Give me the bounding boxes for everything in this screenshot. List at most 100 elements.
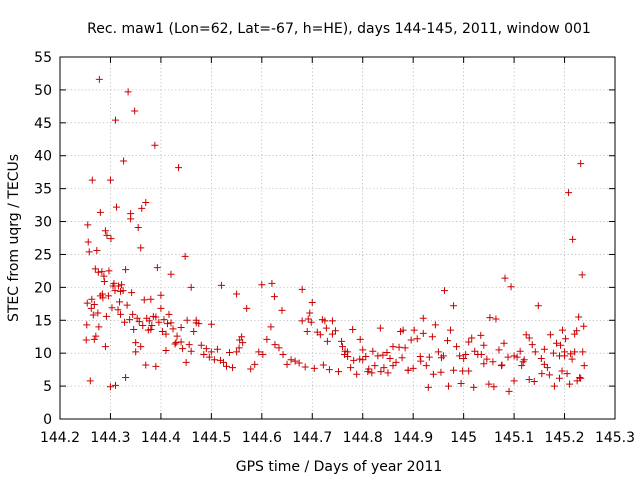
data-point bbox=[135, 318, 143, 326]
data-point bbox=[283, 360, 291, 368]
data-point bbox=[291, 357, 299, 365]
data-point bbox=[122, 374, 130, 382]
data-point bbox=[505, 387, 513, 395]
y-tick-label: 5 bbox=[43, 379, 52, 395]
data-point bbox=[486, 314, 494, 322]
data-point bbox=[279, 350, 287, 358]
data-point bbox=[177, 324, 185, 332]
data-point bbox=[428, 333, 436, 341]
axis-ticks bbox=[59, 56, 616, 420]
data-point bbox=[173, 332, 181, 340]
data-point bbox=[359, 356, 367, 364]
data-point bbox=[298, 285, 306, 293]
data-point bbox=[577, 160, 585, 168]
x-tick-label: 145 bbox=[450, 430, 477, 446]
data-point bbox=[162, 330, 170, 338]
data-point bbox=[566, 380, 574, 388]
data-point bbox=[364, 368, 372, 376]
data-point bbox=[492, 315, 500, 323]
data-point bbox=[419, 314, 427, 322]
data-point bbox=[132, 348, 140, 356]
data-point bbox=[210, 356, 218, 364]
data-point bbox=[113, 203, 121, 211]
data-point bbox=[362, 352, 370, 360]
data-point bbox=[353, 370, 361, 378]
data-point bbox=[543, 364, 551, 372]
data-point bbox=[579, 348, 587, 356]
data-point bbox=[238, 333, 246, 341]
data-point bbox=[307, 318, 315, 326]
data-points bbox=[82, 75, 588, 395]
data-point bbox=[233, 348, 241, 356]
data-point bbox=[380, 364, 388, 372]
data-point bbox=[83, 299, 91, 307]
data-point bbox=[157, 304, 165, 312]
data-point bbox=[111, 287, 119, 295]
data-point bbox=[550, 382, 558, 390]
data-point bbox=[287, 356, 295, 364]
x-tick-label: 144.8 bbox=[343, 430, 383, 446]
data-point bbox=[417, 357, 425, 365]
data-point bbox=[398, 354, 406, 362]
data-point bbox=[437, 368, 445, 376]
data-point bbox=[450, 366, 458, 374]
data-point bbox=[200, 350, 208, 358]
data-point bbox=[407, 336, 415, 344]
data-point bbox=[424, 383, 432, 391]
data-point bbox=[534, 302, 542, 310]
data-point bbox=[571, 348, 579, 356]
data-point bbox=[278, 306, 286, 314]
data-point bbox=[559, 326, 567, 334]
y-tick-label: 50 bbox=[34, 83, 52, 99]
data-point bbox=[92, 332, 100, 340]
data-point bbox=[112, 116, 119, 124]
data-point bbox=[389, 343, 397, 351]
data-point bbox=[401, 344, 409, 352]
grid bbox=[60, 57, 615, 419]
data-point bbox=[123, 301, 131, 309]
data-point bbox=[103, 231, 111, 239]
data-point bbox=[117, 310, 125, 318]
data-point bbox=[304, 315, 312, 323]
data-point bbox=[465, 338, 473, 346]
data-point bbox=[197, 341, 205, 349]
y-tick-label: 0 bbox=[43, 412, 52, 428]
x-tick-label: 144.2 bbox=[40, 430, 80, 446]
x-tick-label: 144.3 bbox=[90, 430, 130, 446]
data-point bbox=[114, 306, 122, 314]
data-point bbox=[83, 321, 91, 329]
data-point bbox=[422, 362, 430, 370]
data-point bbox=[522, 331, 530, 339]
data-point bbox=[120, 157, 128, 165]
data-point bbox=[115, 282, 123, 290]
data-point bbox=[538, 370, 546, 378]
data-point bbox=[95, 75, 103, 83]
data-point bbox=[565, 189, 573, 197]
data-point bbox=[229, 364, 237, 372]
data-point bbox=[157, 291, 165, 299]
data-point bbox=[94, 268, 102, 276]
data-point bbox=[410, 326, 418, 334]
data-point bbox=[500, 339, 508, 347]
data-point bbox=[316, 331, 324, 339]
data-point bbox=[323, 337, 331, 345]
data-point bbox=[416, 352, 424, 360]
plot-frame bbox=[59, 56, 616, 420]
data-point bbox=[404, 366, 412, 374]
data-point bbox=[513, 353, 521, 361]
data-point bbox=[89, 311, 97, 319]
data-point bbox=[91, 265, 99, 273]
x-tick-labels: 144.2 144.3 144.4 144.5 144.6 144.7 144.8 144.9… bbox=[40, 430, 635, 446]
data-point bbox=[107, 235, 115, 243]
data-point bbox=[395, 343, 403, 351]
data-point bbox=[557, 341, 565, 349]
x-tick-label: 144.5 bbox=[191, 430, 231, 446]
data-point bbox=[101, 227, 109, 235]
x-tick-label: 144.6 bbox=[242, 430, 282, 446]
data-point bbox=[105, 267, 113, 275]
data-point bbox=[101, 343, 109, 351]
data-point bbox=[537, 354, 545, 362]
data-point bbox=[82, 336, 90, 344]
data-point bbox=[116, 298, 124, 306]
